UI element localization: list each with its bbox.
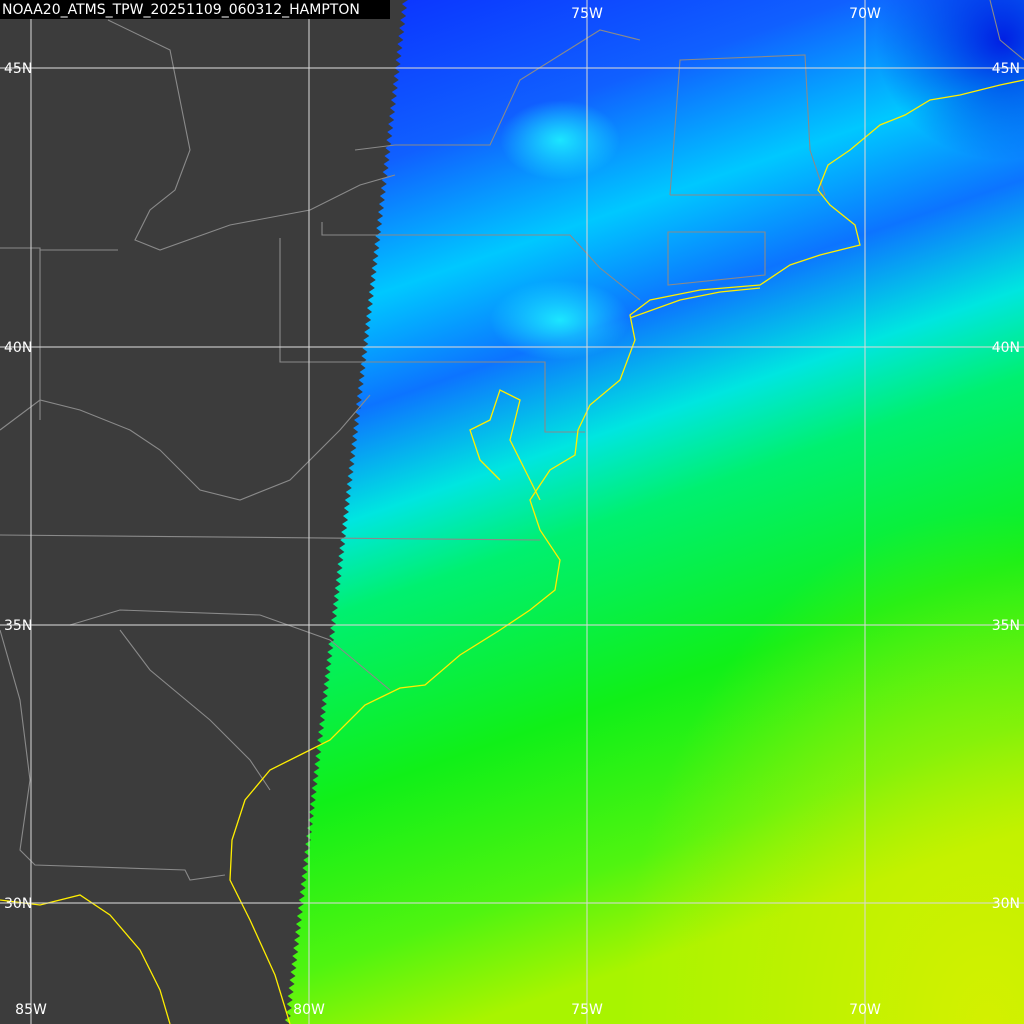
lon-label: 70W (849, 6, 881, 22)
state-border (69, 609, 391, 791)
lat-label: 40N (992, 340, 1020, 356)
data-swath (284, 0, 1024, 1024)
title-background (0, 0, 390, 19)
tpw-low (600, 0, 1024, 400)
coastline (0, 79, 1024, 1024)
title: NOAA20_ATMS_TPW_20251109_060312_HAMPTON (2, 2, 360, 18)
bay-coast (469, 389, 541, 501)
state-border (107, 19, 396, 251)
lon-label: 85W (15, 1002, 47, 1018)
borders (0, 0, 1024, 881)
state-border (0, 629, 226, 881)
lon-label: 70W (849, 1002, 881, 1018)
state-border (0, 247, 118, 420)
state-border (354, 29, 641, 151)
lon-label: 75W (571, 6, 603, 22)
tpw-moist-patch (500, 100, 620, 180)
lat-label: 40N (4, 340, 32, 356)
coastline-path (0, 894, 171, 1024)
state-border (0, 394, 541, 541)
country-border (989, 0, 1024, 61)
lon-label: 80W (293, 1002, 325, 1018)
lon-label: 75W (571, 1002, 603, 1018)
coastline-path (229, 79, 1024, 1024)
state-border (667, 54, 826, 286)
lat-label: 30N (4, 896, 32, 912)
lat-label: 35N (992, 618, 1020, 634)
state-border (279, 222, 641, 433)
tpw-moist-patch (490, 280, 630, 360)
lat-label: 30N (992, 896, 1020, 912)
lat-label: 45N (4, 61, 32, 77)
island-coast (629, 287, 761, 319)
lat-label: 45N (992, 61, 1020, 77)
lat-label: 35N (4, 618, 32, 634)
